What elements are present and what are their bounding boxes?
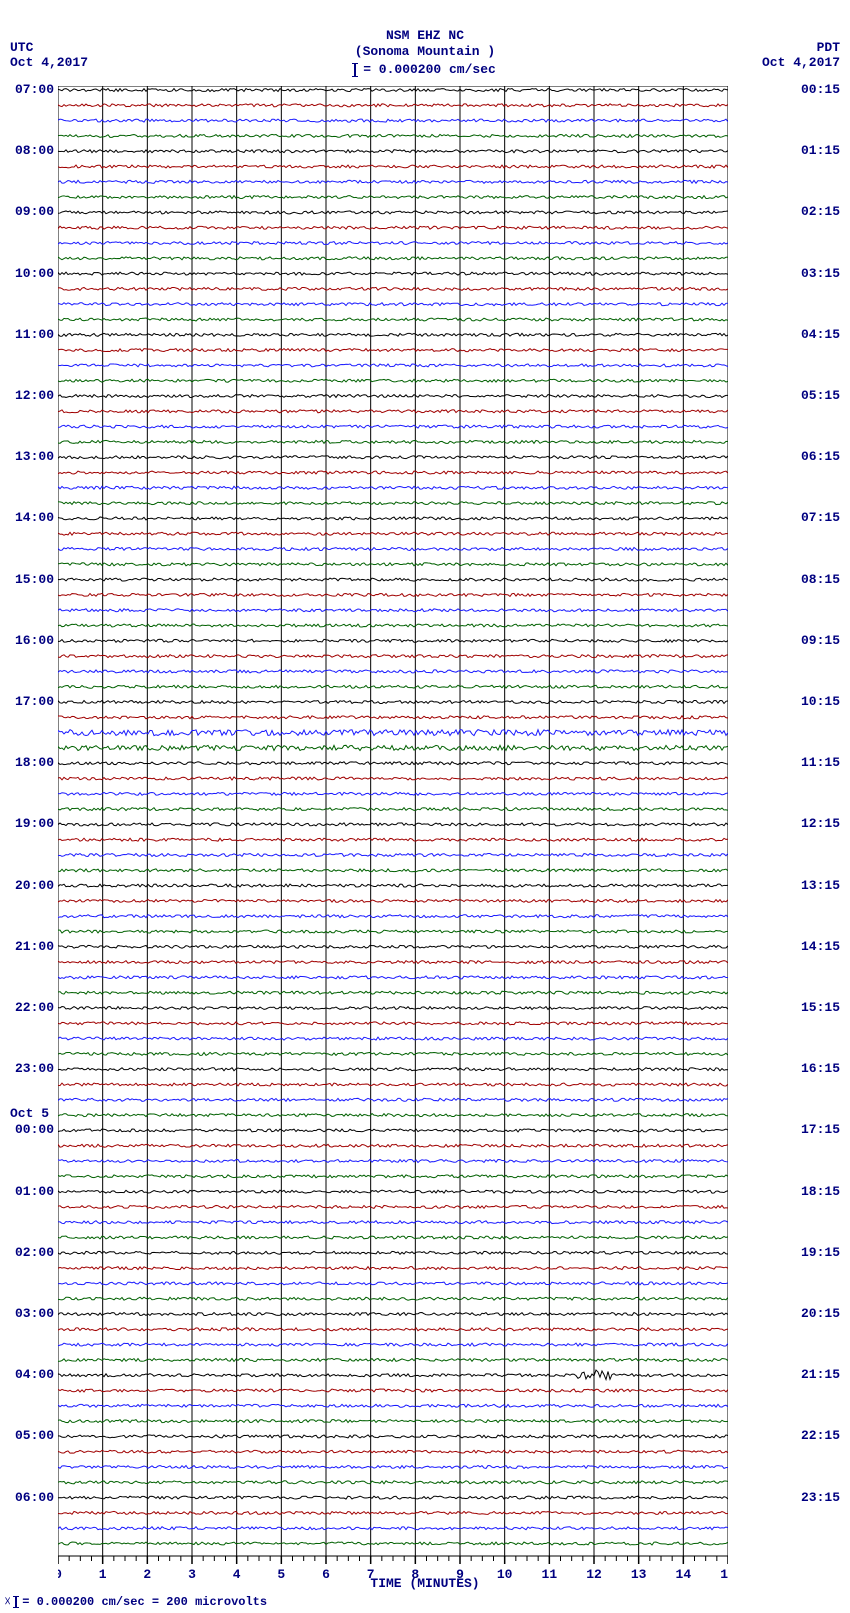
utc-hour-label: 05:00 xyxy=(10,1428,54,1443)
utc-hour-label: 07:00 xyxy=(10,82,54,97)
scale-bar-icon xyxy=(15,1596,18,1608)
pdt-hour-label: 20:15 xyxy=(801,1306,840,1321)
utc-hour-label: 03:00 xyxy=(10,1306,54,1321)
scale-bar-icon xyxy=(354,63,357,77)
utc-hour-label: 14:00 xyxy=(10,510,54,525)
pdt-hour-label: 04:15 xyxy=(801,327,840,342)
pdt-hour-label: 13:15 xyxy=(801,878,840,893)
left-timezone: UTC xyxy=(10,40,88,55)
scale-text-footer: = 0.000200 cm/sec = 200 microvolts xyxy=(22,1595,267,1609)
utc-hour-label: 06:00 xyxy=(10,1490,54,1505)
utc-hour-label: 17:00 xyxy=(10,694,54,709)
pdt-hour-label: 16:15 xyxy=(801,1061,840,1076)
utc-day-break: Oct 5 xyxy=(10,1106,49,1121)
right-timezone: PDT xyxy=(762,40,840,55)
utc-hour-label: 08:00 xyxy=(10,143,54,158)
pdt-hour-label: 02:15 xyxy=(801,204,840,219)
utc-hour-label: 10:00 xyxy=(10,266,54,281)
pdt-hour-label: 06:15 xyxy=(801,449,840,464)
scale-text-top: = 0.000200 cm/sec xyxy=(363,62,496,77)
utc-hour-label: 15:00 xyxy=(10,572,54,587)
station-code: NSM EHZ NC xyxy=(0,28,850,44)
plot-svg: 0123456789101112131415 xyxy=(58,86,728,1586)
pdt-hour-label: 21:15 xyxy=(801,1367,840,1382)
pdt-hour-label: 09:15 xyxy=(801,633,840,648)
pdt-hour-label: 18:15 xyxy=(801,1184,840,1199)
footer-prefix: ☓ xyxy=(4,1595,11,1609)
pdt-hour-label: 22:15 xyxy=(801,1428,840,1443)
left-header: UTC Oct 4,2017 xyxy=(10,40,88,70)
pdt-hour-label: 00:15 xyxy=(801,82,840,97)
pdt-hour-label: 03:15 xyxy=(801,266,840,281)
pdt-hour-label: 14:15 xyxy=(801,939,840,954)
pdt-hour-label: 10:15 xyxy=(801,694,840,709)
left-date: Oct 4,2017 xyxy=(10,55,88,70)
pdt-hour-label: 23:15 xyxy=(801,1490,840,1505)
utc-hour-label: 12:00 xyxy=(10,388,54,403)
scale-indicator-top: = 0.000200 cm/sec xyxy=(0,62,850,77)
scale-indicator-footer: ☓ = 0.000200 cm/sec = 200 microvolts xyxy=(4,1594,267,1609)
utc-hour-label: 22:00 xyxy=(10,1000,54,1015)
utc-hour-label: 23:00 xyxy=(10,1061,54,1076)
station-name: (Sonoma Mountain ) xyxy=(0,44,850,60)
utc-hour-label: 02:00 xyxy=(10,1245,54,1260)
pdt-hour-label: 11:15 xyxy=(801,755,840,770)
utc-hour-label: 09:00 xyxy=(10,204,54,219)
utc-hour-label: 00:00 xyxy=(10,1122,54,1137)
utc-hour-label: 04:00 xyxy=(10,1367,54,1382)
utc-hour-label: 21:00 xyxy=(10,939,54,954)
utc-hour-label: 11:00 xyxy=(10,327,54,342)
pdt-hour-label: 19:15 xyxy=(801,1245,840,1260)
seismogram-plot: 0123456789101112131415 xyxy=(58,86,728,1556)
pdt-hour-label: 12:15 xyxy=(801,816,840,831)
title-block: NSM EHZ NC (Sonoma Mountain ) xyxy=(0,28,850,60)
xaxis-label: TIME (MINUTES) xyxy=(0,1576,850,1591)
pdt-hour-label: 15:15 xyxy=(801,1000,840,1015)
utc-hour-label: 16:00 xyxy=(10,633,54,648)
pdt-hour-label: 05:15 xyxy=(801,388,840,403)
utc-hour-label: 13:00 xyxy=(10,449,54,464)
pdt-hour-label: 01:15 xyxy=(801,143,840,158)
utc-hour-label: 01:00 xyxy=(10,1184,54,1199)
utc-hour-label: 20:00 xyxy=(10,878,54,893)
pdt-hour-label: 17:15 xyxy=(801,1122,840,1137)
pdt-hour-label: 07:15 xyxy=(801,510,840,525)
utc-hour-label: 19:00 xyxy=(10,816,54,831)
pdt-hour-label: 08:15 xyxy=(801,572,840,587)
right-date: Oct 4,2017 xyxy=(762,55,840,70)
seismogram-page: NSM EHZ NC (Sonoma Mountain ) = 0.000200… xyxy=(0,0,850,1613)
right-header: PDT Oct 4,2017 xyxy=(762,40,840,70)
utc-hour-label: 18:00 xyxy=(10,755,54,770)
